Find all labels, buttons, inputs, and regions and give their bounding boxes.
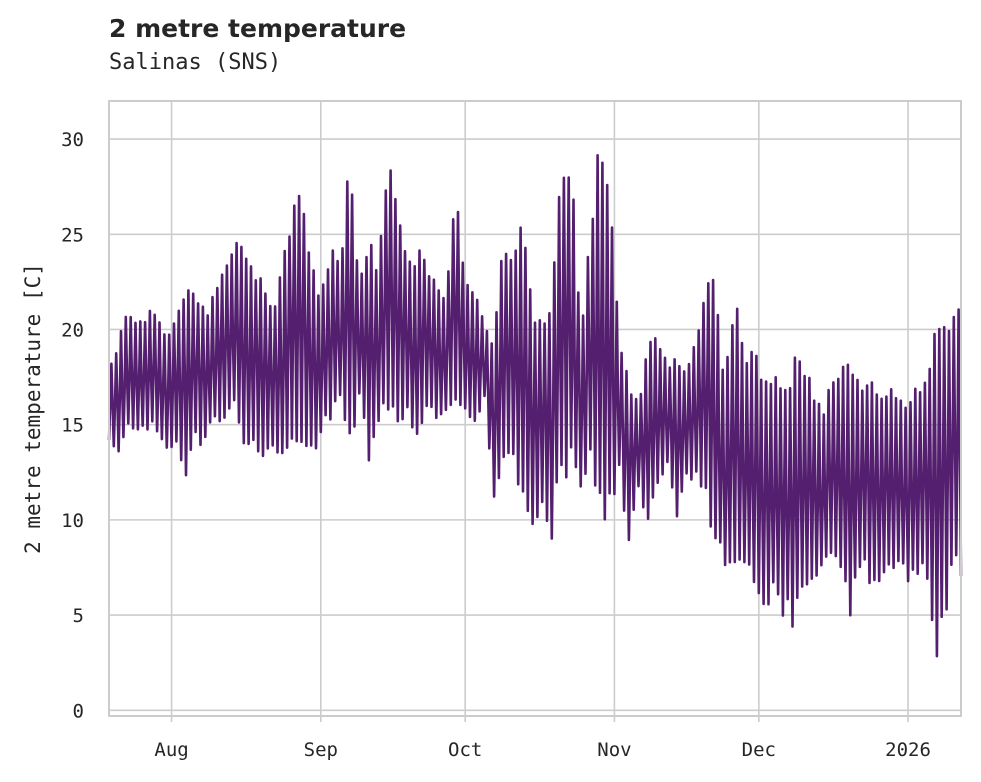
- data-layer: [107, 154, 963, 658]
- y-tick-label: 5: [73, 605, 84, 627]
- y-tick-label: 0: [73, 700, 84, 722]
- temperature-series-line: [107, 154, 963, 658]
- x-tick-label: Sep: [304, 739, 338, 761]
- x-tick-label: Nov: [597, 739, 631, 761]
- chart-title: 2 metre temperature: [109, 14, 407, 43]
- x-tick-label: Dec: [742, 739, 776, 761]
- y-tick-label: 30: [61, 129, 84, 151]
- y-tick-label: 10: [61, 510, 84, 532]
- y-tick-label: 25: [61, 224, 84, 246]
- x-tick-label: 2026: [885, 739, 931, 761]
- x-tick-label: Oct: [448, 739, 482, 761]
- plot-frame: [108, 100, 962, 717]
- y-axis-label: 2 metre temperature [C]: [21, 263, 45, 554]
- frame: [108, 100, 962, 717]
- x-tick-label: Aug: [154, 739, 188, 761]
- axes: 0 5 10 15 20 25 30 Aug Sep Oct Nov Dec 2026: [61, 129, 931, 761]
- y-tick-label: 20: [61, 319, 84, 341]
- y-tick-label: 15: [61, 415, 84, 437]
- chart-subtitle: Salinas (SNS): [109, 50, 282, 75]
